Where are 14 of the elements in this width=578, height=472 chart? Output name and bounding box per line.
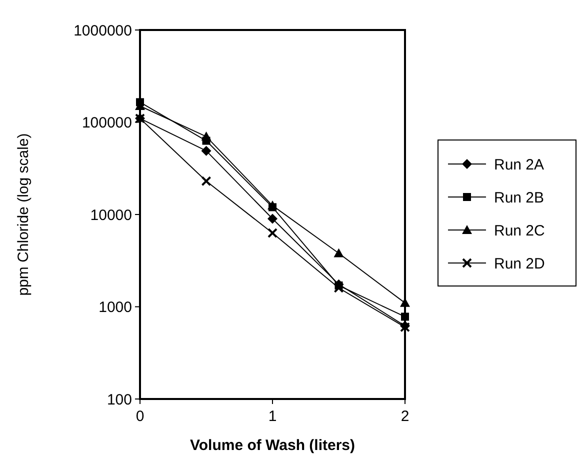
y-tick-label: 100 (106, 391, 132, 408)
legend-label: Run 2B (494, 189, 544, 206)
x-tick-label: 2 (400, 408, 410, 425)
y-tick-label: 1000000 (74, 22, 132, 40)
legend-label: Run 2D (494, 255, 546, 272)
x-tick-label: 1 (268, 408, 277, 425)
y-tick-label: 10000 (90, 206, 132, 224)
legend-label: Run 2C (494, 222, 546, 240)
y-tick-label: 100000 (82, 114, 132, 132)
y-tick-label: 1000 (98, 299, 132, 316)
x-tick-label: 0 (136, 408, 144, 425)
x-axis-title: Volume of Wash (liters) (190, 437, 356, 454)
y-axis-title: ppm Chloride (log scale) (15, 133, 32, 296)
legend-label: Run 2A (494, 156, 544, 174)
